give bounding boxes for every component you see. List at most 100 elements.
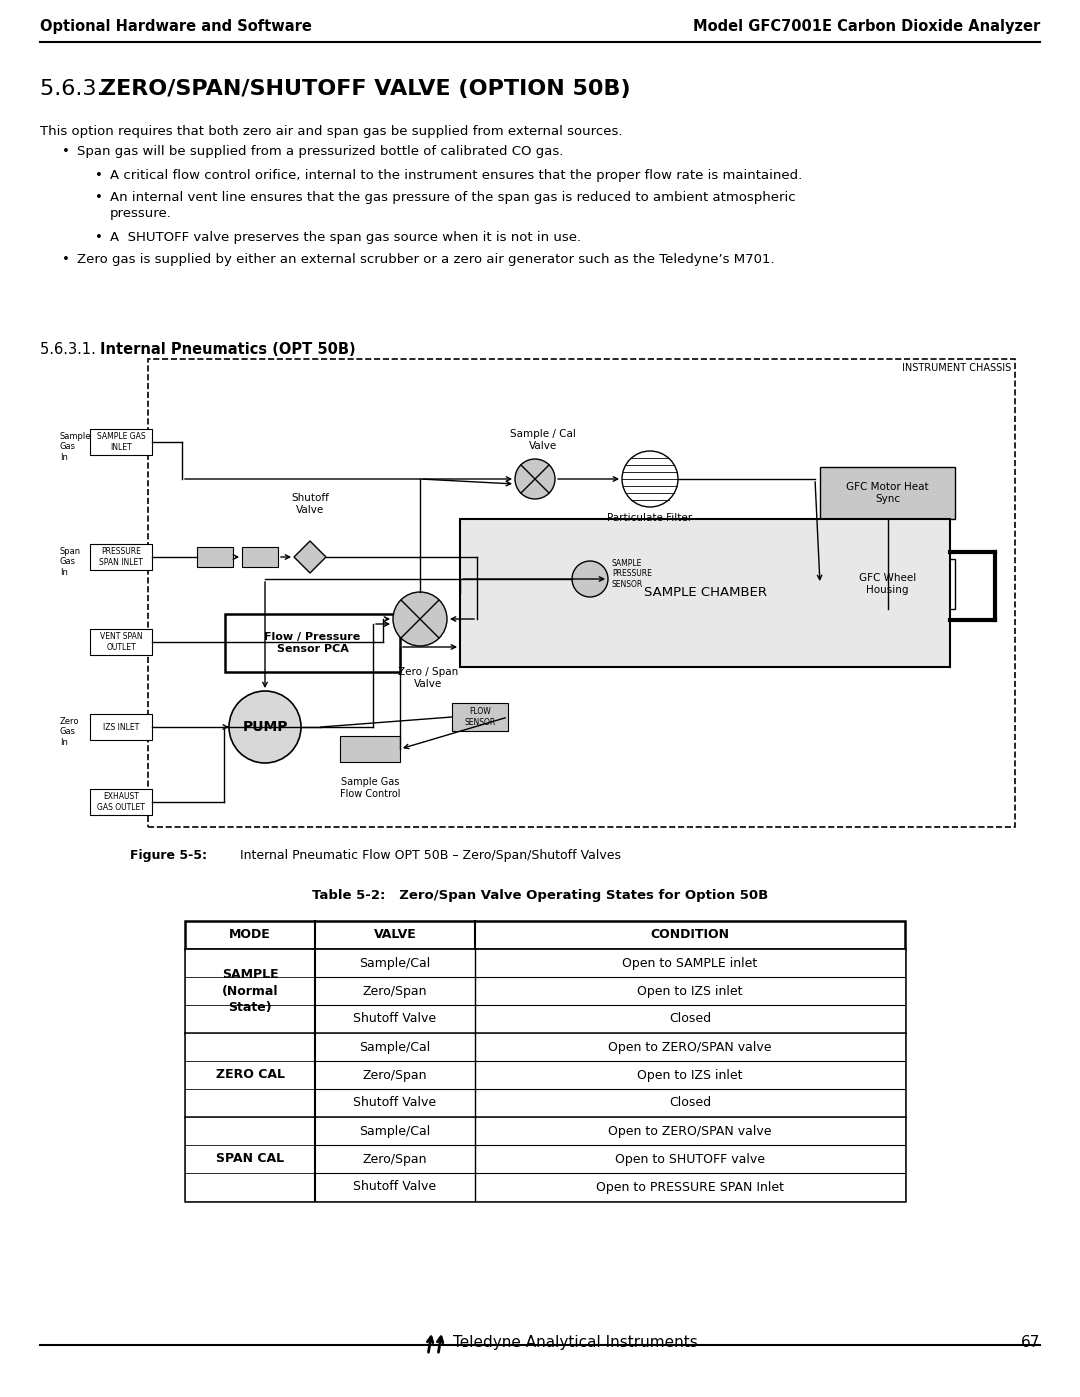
Bar (185, 1032, 905, 1118)
Text: 67: 67 (1021, 1336, 1040, 1350)
Text: Open to SHUTOFF valve: Open to SHUTOFF valve (615, 1153, 765, 1165)
Text: CONDITION: CONDITION (650, 929, 729, 942)
Bar (90, 714, 152, 740)
Text: This option requires that both zero air and span gas be supplied from external s: This option requires that both zero air … (40, 124, 622, 138)
Bar (197, 548, 233, 567)
Text: EXHAUST
GAS OUTLET: EXHAUST GAS OUTLET (97, 792, 145, 812)
Text: Sample / Cal
Valve: Sample / Cal Valve (510, 429, 576, 451)
Circle shape (515, 460, 555, 499)
Circle shape (229, 692, 301, 763)
Text: Open to SAMPLE inlet: Open to SAMPLE inlet (622, 957, 758, 970)
Text: Zero/Span: Zero/Span (363, 1153, 428, 1165)
Text: Zero/Span: Zero/Span (363, 1069, 428, 1081)
Text: Shutoff Valve: Shutoff Valve (353, 1013, 436, 1025)
Text: An internal vent line ensures that the gas pressure of the span gas is reduced t: An internal vent line ensures that the g… (110, 191, 796, 219)
Text: Sample/Cal: Sample/Cal (360, 1125, 431, 1137)
Text: Teledyne Analytical Instruments: Teledyne Analytical Instruments (453, 1336, 698, 1350)
Text: ZERO CAL: ZERO CAL (216, 1069, 284, 1081)
Text: Flow / Pressure
Sensor PCA: Flow / Pressure Sensor PCA (265, 633, 361, 654)
Text: SAMPLE
PRESSURE
SENSOR: SAMPLE PRESSURE SENSOR (612, 559, 652, 590)
Bar (185, 1032, 905, 1060)
Bar (242, 548, 278, 567)
Text: 5.6.3.: 5.6.3. (40, 80, 110, 99)
Bar (185, 949, 905, 1032)
Text: Span gas will be supplied from a pressurized bottle of calibrated CO gas.: Span gas will be supplied from a pressur… (77, 145, 564, 158)
Text: Open to IZS inlet: Open to IZS inlet (637, 985, 743, 997)
Bar (148, 359, 1015, 827)
Text: •: • (62, 145, 70, 158)
Text: •: • (62, 253, 70, 265)
Text: Open to ZERO/SPAN valve: Open to ZERO/SPAN valve (608, 1041, 772, 1053)
Text: PRESSURE
SPAN INLET: PRESSURE SPAN INLET (99, 548, 143, 567)
Text: A  SHUTOFF valve preserves the span gas source when it is not in use.: A SHUTOFF valve preserves the span gas s… (110, 231, 581, 244)
Text: •: • (95, 169, 103, 182)
Text: SPAN CAL: SPAN CAL (216, 1153, 284, 1165)
Bar (185, 977, 905, 1004)
Text: IZS INLET: IZS INLET (103, 722, 139, 732)
Text: FLOW
SENSOR: FLOW SENSOR (464, 707, 496, 726)
Text: Shutoff
Valve: Shutoff Valve (292, 493, 329, 515)
Text: SAMPLE CHAMBER: SAMPLE CHAMBER (644, 587, 767, 599)
Text: Internal Pneumatics (OPT 50B): Internal Pneumatics (OPT 50B) (100, 342, 355, 358)
Bar (185, 1118, 905, 1201)
Bar (185, 1060, 905, 1090)
Circle shape (393, 592, 447, 645)
Circle shape (572, 562, 608, 597)
Text: •: • (95, 191, 103, 204)
Polygon shape (294, 541, 326, 573)
Text: Sample
Gas
In: Sample Gas In (60, 432, 92, 462)
Bar (185, 1090, 905, 1118)
Text: Sample/Cal: Sample/Cal (360, 957, 431, 970)
Text: MODE: MODE (229, 929, 271, 942)
Text: Zero gas is supplied by either an external scrubber or a zero air generator such: Zero gas is supplied by either an extern… (77, 253, 774, 265)
Text: Model GFC7001E Carbon Dioxide Analyzer: Model GFC7001E Carbon Dioxide Analyzer (692, 20, 1040, 35)
Text: Table 5-2:   Zero/Span Valve Operating States for Option 50B: Table 5-2: Zero/Span Valve Operating Sta… (312, 888, 768, 902)
Bar (90, 429, 152, 455)
Text: A critical flow control orifice, internal to the instrument ensures that the pro: A critical flow control orifice, interna… (110, 169, 802, 182)
Bar (185, 949, 905, 977)
Bar (185, 1004, 905, 1032)
Bar (820, 467, 955, 520)
Text: VENT SPAN
OUTLET: VENT SPAN OUTLET (99, 633, 143, 651)
Text: 5.6.3.1.: 5.6.3.1. (40, 342, 100, 358)
Text: Closed: Closed (669, 1013, 711, 1025)
Text: SAMPLE
(Normal
State): SAMPLE (Normal State) (221, 968, 279, 1013)
Text: Span
Gas
In: Span Gas In (60, 548, 81, 577)
Text: Shutoff Valve: Shutoff Valve (353, 1180, 436, 1193)
Bar (460, 520, 950, 666)
Text: GFC Motor Heat
Sync: GFC Motor Heat Sync (847, 482, 929, 504)
Bar (185, 921, 905, 949)
Text: GFC Wheel
Housing: GFC Wheel Housing (859, 573, 916, 595)
Text: Open to IZS inlet: Open to IZS inlet (637, 1069, 743, 1081)
Text: Open to PRESSURE SPAN Inlet: Open to PRESSURE SPAN Inlet (596, 1180, 784, 1193)
Bar (340, 736, 400, 761)
Bar (185, 1173, 905, 1201)
Text: Internal Pneumatic Flow OPT 50B – Zero/Span/Shutoff Valves: Internal Pneumatic Flow OPT 50B – Zero/S… (220, 849, 621, 862)
Text: Open to ZERO/SPAN valve: Open to ZERO/SPAN valve (608, 1125, 772, 1137)
Text: Shutoff Valve: Shutoff Valve (353, 1097, 436, 1109)
Bar (453, 703, 508, 731)
Bar (185, 1118, 905, 1146)
Text: ZERO/SPAN/SHUTOFF VALVE (OPTION 50B): ZERO/SPAN/SHUTOFF VALVE (OPTION 50B) (100, 80, 631, 99)
Bar (225, 615, 400, 672)
Text: Zero
Gas
In: Zero Gas In (60, 717, 80, 747)
Text: PUMP: PUMP (242, 719, 287, 733)
Text: Figure 5-5:: Figure 5-5: (130, 849, 207, 862)
Text: VALVE: VALVE (374, 929, 417, 942)
Text: •: • (95, 231, 103, 244)
Text: Closed: Closed (669, 1097, 711, 1109)
Bar (185, 1146, 905, 1173)
Text: Zero/Span: Zero/Span (363, 985, 428, 997)
Text: Optional Hardware and Software: Optional Hardware and Software (40, 20, 312, 35)
Text: Zero / Span
Valve: Zero / Span Valve (397, 666, 458, 689)
Text: Sample/Cal: Sample/Cal (360, 1041, 431, 1053)
Bar (90, 789, 152, 814)
Text: INSTRUMENT CHASSIS: INSTRUMENT CHASSIS (902, 363, 1011, 373)
Circle shape (622, 451, 678, 507)
Text: Sample Gas
Flow Control: Sample Gas Flow Control (340, 777, 401, 799)
Bar (820, 559, 955, 609)
Text: SAMPLE GAS
INLET: SAMPLE GAS INLET (97, 432, 146, 451)
Bar (90, 629, 152, 655)
Bar (90, 543, 152, 570)
Text: Particulate Filter: Particulate Filter (607, 513, 692, 522)
